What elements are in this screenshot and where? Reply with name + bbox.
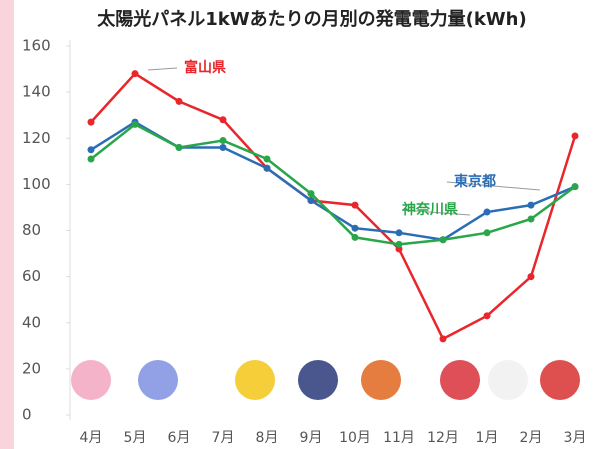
side-strip xyxy=(0,0,14,449)
y-tick-label: 160 xyxy=(22,37,51,55)
x-tick-label: 4月 xyxy=(80,430,103,446)
x-tick-label: 1月 xyxy=(476,430,499,446)
point xyxy=(220,137,227,144)
series-label: 東京都 xyxy=(454,173,496,190)
point xyxy=(528,202,535,209)
y-tick-label: 120 xyxy=(22,129,51,147)
y-tick-label: 0 xyxy=(22,406,32,424)
season-icon xyxy=(235,360,275,400)
x-tick-label: 3月 xyxy=(564,430,587,446)
series-label: 神奈川県 xyxy=(402,201,458,218)
point xyxy=(308,190,315,197)
point xyxy=(132,70,139,77)
x-tick-label: 6月 xyxy=(168,430,191,446)
x-tick-label: 12月 xyxy=(427,430,459,446)
point xyxy=(484,312,491,319)
point xyxy=(308,197,315,204)
season-icon xyxy=(488,360,528,400)
x-tick-label: 8月 xyxy=(256,430,279,446)
season-icon xyxy=(361,360,401,400)
point xyxy=(352,234,359,241)
x-tick-label: 2月 xyxy=(520,430,543,446)
point xyxy=(220,116,227,123)
point xyxy=(88,156,95,163)
point xyxy=(484,209,491,216)
point xyxy=(440,335,447,342)
point xyxy=(484,229,491,236)
chart: 太陽光パネル1kWあたりの月別の発電電力量(kWh) 0 20 40 60 80 100 1… xyxy=(0,0,597,449)
point xyxy=(220,144,227,151)
season-icon xyxy=(138,360,178,400)
point xyxy=(88,146,95,153)
x-tick-label: 9月 xyxy=(300,430,323,446)
y-tick-label: 140 xyxy=(22,83,51,101)
x-tick-label: 5月 xyxy=(124,430,147,446)
season-icon xyxy=(440,360,480,400)
point xyxy=(396,241,403,248)
season-icon xyxy=(71,360,111,400)
season-icon xyxy=(298,360,338,400)
y-tick-label: 100 xyxy=(22,175,51,193)
point xyxy=(176,144,183,151)
y-tick-label: 80 xyxy=(22,221,41,239)
point xyxy=(176,98,183,105)
x-tick-label: 11月 xyxy=(383,430,415,446)
y-tick-label: 40 xyxy=(22,313,41,331)
point xyxy=(264,156,271,163)
y-tick-label: 20 xyxy=(22,359,41,377)
season-icon xyxy=(540,360,580,400)
series-label: 富山県 xyxy=(184,59,226,76)
x-tick-label: 10月 xyxy=(339,430,371,446)
point xyxy=(528,215,535,222)
point xyxy=(88,119,95,126)
point xyxy=(264,165,271,172)
point xyxy=(132,121,139,128)
chart-title: 太陽光パネル1kWあたりの月別の発電電力量(kWh) xyxy=(97,8,526,30)
point xyxy=(572,132,579,139)
point xyxy=(528,273,535,280)
point xyxy=(352,225,359,232)
point xyxy=(440,236,447,243)
point xyxy=(396,229,403,236)
point xyxy=(572,183,579,190)
x-tick-label: 7月 xyxy=(212,430,235,446)
point xyxy=(352,202,359,209)
y-tick-label: 60 xyxy=(22,267,41,285)
